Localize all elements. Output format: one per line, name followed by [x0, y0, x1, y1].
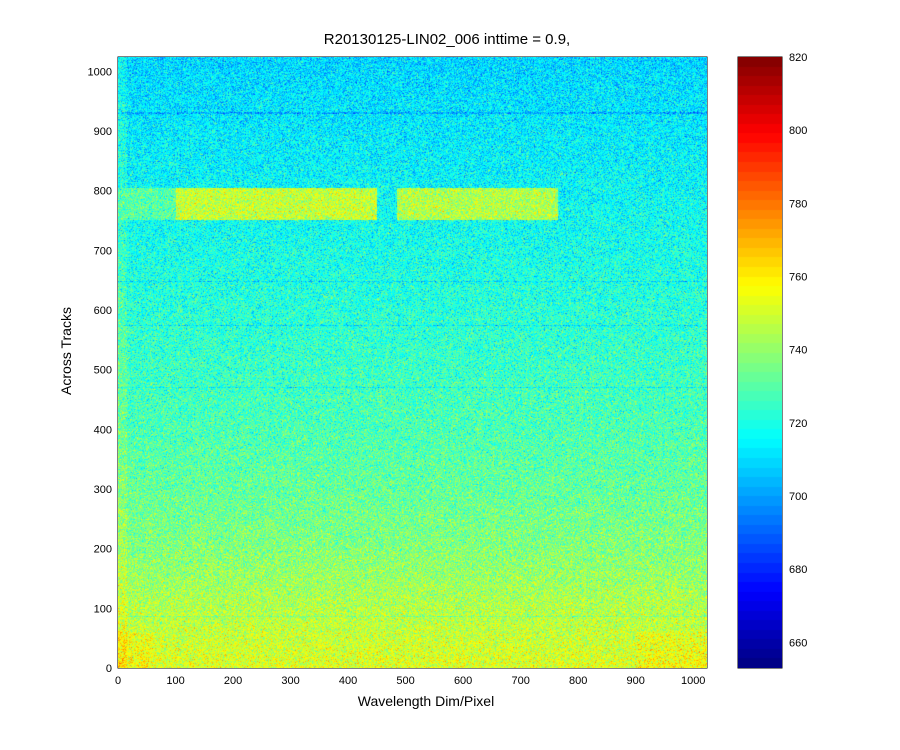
- y-axis-ticks: 0 100 200 300 400 500 600 700 800 900 1000: [88, 66, 707, 675]
- colorbar-tick-label: 820: [789, 52, 807, 64]
- colorbar-tick-label: 720: [789, 418, 807, 430]
- chart-title: R20130125-LIN02_006 inttime = 0.9,: [324, 31, 570, 48]
- x-tick-label: 1000: [681, 675, 705, 687]
- colorbar-tick-label: 660: [789, 637, 807, 649]
- y-tick-label: 1000: [88, 66, 112, 78]
- y-tick-label: 300: [94, 484, 112, 496]
- x-tick-label: 0: [115, 675, 121, 687]
- colorbar-ticks: 660 680 700 720 740 760 780 800 820: [738, 52, 807, 649]
- y-tick-label: 700: [94, 245, 112, 257]
- y-tick-label: 600: [94, 305, 112, 317]
- colorbar: [738, 57, 782, 668]
- y-axis-label: Across Tracks: [58, 307, 74, 395]
- y-tick-label: 500: [94, 365, 112, 377]
- x-tick-label: 800: [569, 675, 587, 687]
- x-tick-label: 100: [166, 675, 184, 687]
- x-tick-label: 200: [224, 675, 242, 687]
- y-tick-label: 0: [106, 663, 112, 675]
- y-tick-label: 800: [94, 186, 112, 198]
- colorbar-tick-label: 680: [789, 564, 807, 576]
- y-tick-label: 200: [94, 544, 112, 556]
- x-tick-label: 400: [339, 675, 357, 687]
- x-tick-label: 300: [281, 675, 299, 687]
- y-tick-label: 400: [94, 424, 112, 436]
- y-tick-label: 100: [94, 603, 112, 615]
- x-tick-label: 600: [454, 675, 472, 687]
- x-tick-label: 700: [511, 675, 529, 687]
- x-axis-label: Wavelength Dim/Pixel: [358, 693, 494, 709]
- colorbar-tick-label: 780: [789, 198, 807, 210]
- heatmap-image: [118, 57, 707, 668]
- colorbar-tick-label: 800: [789, 125, 807, 137]
- x-tick-label: 900: [626, 675, 644, 687]
- y-tick-label: 900: [94, 126, 112, 138]
- colorbar-tick-label: 740: [789, 345, 807, 357]
- x-tick-label: 500: [396, 675, 414, 687]
- colorbar-tick-label: 700: [789, 491, 807, 503]
- colorbar-tick-label: 760: [789, 272, 807, 284]
